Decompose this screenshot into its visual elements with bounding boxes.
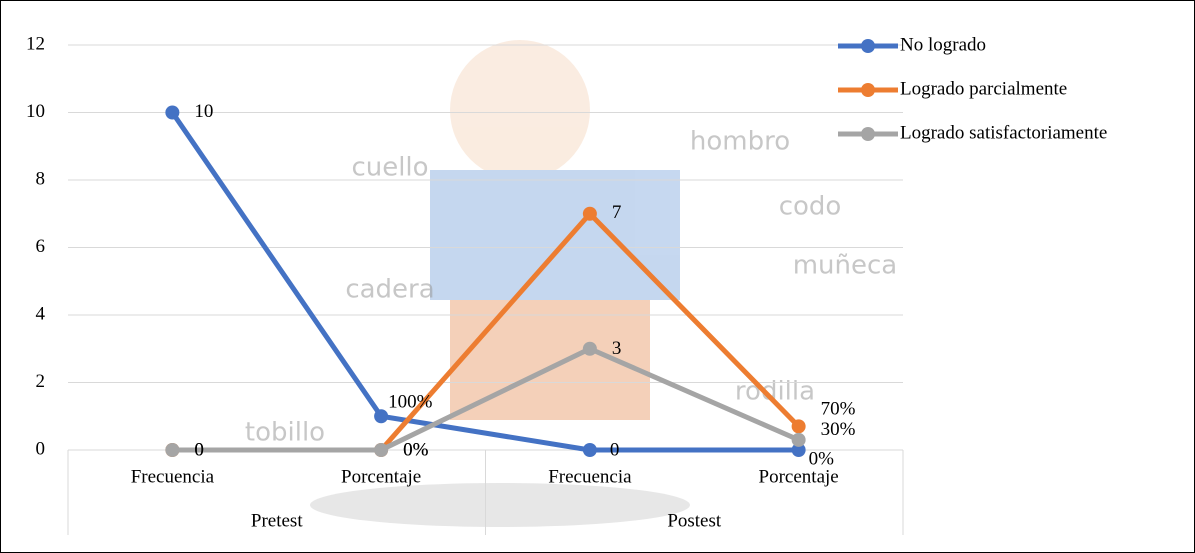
background-label: tobillo (245, 418, 325, 448)
background-label: cadera (345, 275, 434, 305)
y-tick-label: 4 (36, 303, 46, 324)
data-point (165, 443, 180, 457)
legend-marker (861, 127, 875, 141)
data-point (791, 443, 806, 457)
legend-label: Logrado satisfactoriamente (900, 122, 1107, 143)
data-point (374, 443, 389, 457)
y-tick-label: 10 (26, 101, 45, 122)
group-label: Pretest (251, 510, 303, 531)
data-label: 7 (612, 202, 622, 223)
y-tick-label: 2 (36, 371, 46, 392)
data-point (791, 432, 806, 447)
y-tick-label: 12 (26, 33, 45, 54)
x-tick-label: Frecuencia (548, 466, 632, 487)
data-point (374, 409, 389, 424)
series-line (170, 111, 799, 453)
x-tick-label: Porcentaje (341, 466, 421, 487)
data-point (582, 341, 597, 356)
legend-label: Logrado parcialmente (900, 78, 1067, 99)
y-tick-label: 0 (36, 438, 46, 459)
background-figure (310, 40, 690, 527)
data-label: 30% (821, 419, 856, 440)
y-tick-label: 6 (36, 236, 46, 257)
data-label: 10 (194, 101, 213, 122)
data-label: 70% (821, 399, 856, 420)
data-label: 3 (612, 338, 622, 359)
series-line (172, 346, 800, 453)
data-label: 0 (194, 439, 204, 460)
data-label: 0 (194, 439, 204, 460)
data-point (582, 206, 597, 221)
x-tick-label: Porcentaje (759, 466, 839, 487)
data-point (165, 105, 180, 120)
x-tick-label: Frecuencia (131, 466, 215, 487)
legend-marker (861, 83, 875, 97)
group-label: Postest (667, 510, 722, 531)
background-label: muñeca (793, 251, 898, 281)
data-point (582, 443, 597, 457)
y-tick-label: 8 (36, 168, 46, 189)
legend-marker (861, 39, 875, 53)
data-label: 0% (403, 439, 429, 460)
background-label: codo (779, 192, 842, 222)
background-label: hombro (690, 127, 790, 157)
data-label: 0% (809, 448, 835, 469)
background-label: cuello (351, 153, 428, 183)
data-label: 100% (388, 392, 433, 413)
data-point (791, 419, 806, 434)
data-label: 0 (610, 439, 620, 460)
legend-label: No logrado (900, 34, 986, 55)
data-label: 0% (403, 439, 429, 460)
